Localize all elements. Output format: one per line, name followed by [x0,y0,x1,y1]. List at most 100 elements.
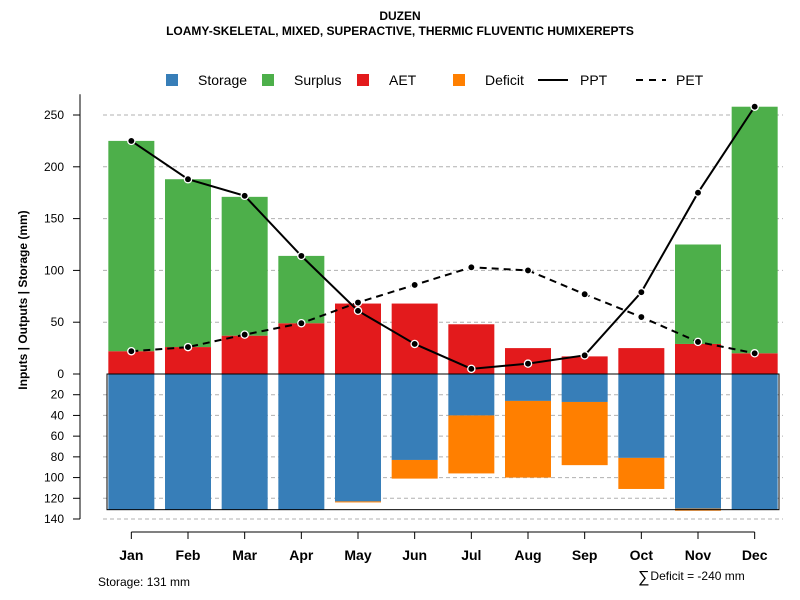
pet-point-jul [467,263,476,272]
legend-swatch-aet [357,74,369,86]
lower-bars [108,374,778,511]
y-tick-label-upper-100: 100 [44,263,64,277]
ppt-point-may [353,306,363,316]
pet-point-oct [637,312,646,322]
legend-label-surplus: Surplus [294,72,341,88]
bar-surplus-jan [108,140,155,352]
bar-storage-sep [561,374,608,402]
pet-point-dec [750,349,759,358]
y-tick-label-upper-0: 0 [57,367,64,381]
ppt-point-jun [410,339,419,349]
bar-deficit-may [335,501,381,503]
gridlines [103,114,783,520]
storage-annotation: Storage: 131 mm [98,575,191,589]
bar-storage-jun [391,374,438,460]
bar-surplus-nov [675,244,721,344]
x-tick-label-nov: Nov [685,547,712,563]
y-tick-label-lower-20: 20 [51,388,65,402]
bar-storage-may [335,374,381,502]
bar-storage-jul [448,374,495,416]
bar-deficit-jul [448,415,495,474]
x-tick-label-jul: Jul [461,547,481,563]
y-tick-label-lower-40: 40 [51,408,65,422]
pet-point-jan [127,346,136,356]
pet-point-sep [580,289,589,299]
bar-aet-nov [675,343,721,374]
y-tick-label-lower-140: 140 [44,512,64,526]
pet-point-may [353,298,363,307]
legend-label-ppt: PPT [580,72,608,88]
bar-storage-oct [618,374,665,458]
pet-point-aug [523,266,533,275]
x-tick-label-aug: Aug [514,547,541,563]
x-tick-label-dec: Dec [742,547,768,563]
legend-label-storage: Storage [198,72,247,88]
legend-swatch-deficit [453,74,465,86]
ppt-point-dec [750,102,759,111]
sum-symbol: ∑ [638,569,650,586]
ppt-point-feb [183,174,193,184]
bar-aet-sep [561,356,608,374]
pet-point-feb [183,342,193,352]
deficit-annotation: ∑Deficit = -240 mm [638,569,745,587]
legend-label-aet: AET [389,72,417,88]
x-tick-label-sep: Sep [572,547,598,563]
ppt-point-apr [297,251,306,261]
y-tick-label-lower-120: 120 [44,491,64,505]
x-tick-label-mar: Mar [232,547,257,563]
bar-surplus-apr [278,255,325,324]
y-axis-label: Inputs | Outputs | Storage (mm) [16,210,30,390]
chart-title: DUZEN [379,9,421,23]
pet-line [131,266,755,355]
bar-aet-dec [731,353,778,374]
y-tick-label-lower-80: 80 [51,450,65,464]
upper-bars [108,106,778,374]
y-tick-label-lower-100: 100 [44,471,64,485]
bar-deficit-oct [618,457,665,489]
legend: Storage Surplus AET Deficit PPT PET [166,72,704,88]
bar-aet-jan [108,351,155,374]
x-tick-label-feb: Feb [176,547,201,563]
deficit-annotation-text: Deficit = -240 mm [650,569,745,583]
bar-surplus-feb [165,179,211,348]
bar-storage-aug [505,374,551,401]
storage-frame [106,373,780,511]
bar-storage-apr [278,374,325,510]
legend-label-deficit: Deficit [485,72,524,88]
bar-aet-mar [221,335,268,374]
x-tick-label-apr: Apr [289,547,314,563]
legend-label-pet: PET [676,72,704,88]
bar-storage-dec [731,374,778,510]
y-tick-label-upper-200: 200 [44,160,64,174]
bar-aet-apr [278,323,325,374]
ppt-point-jan [127,136,136,146]
bar-deficit-aug [505,400,551,478]
x-tick-label-oct: Oct [630,547,654,563]
ppt-point-aug [523,359,533,368]
x-tick-label-jun: Jun [402,547,427,563]
y-tick-label-upper-50: 50 [51,315,65,329]
ppt-point-sep [580,351,589,360]
ppt-point-nov [693,188,703,197]
storage-capacity-box [106,373,780,511]
bar-aet-jun [391,303,438,374]
bar-surplus-dec [731,106,778,354]
ppt-point-oct [637,287,646,297]
bar-storage-jan [108,374,155,510]
chart-subtitle: LOAMY-SKELETAL, MIXED, SUPERACTIVE, THER… [166,24,634,38]
y-tick-label-lower-60: 60 [51,429,65,443]
bar-aet-feb [165,347,211,374]
x-tick-label-jan: Jan [119,547,143,563]
pet-point-jun [410,280,419,290]
pet-point-apr [297,318,306,328]
bar-aet-may [335,303,381,374]
bar-storage-mar [221,374,268,510]
bar-surplus-mar [221,196,268,336]
bar-storage-nov [675,374,721,509]
axes: 0 50 100 150 200 250 20 40 60 80 100 120 140 Jan Feb Ma… [44,94,768,563]
y-tick-label-upper-150: 150 [44,212,64,226]
legend-swatch-surplus [262,74,274,86]
ppt-point-mar [240,191,249,201]
bar-storage-feb [165,374,211,510]
